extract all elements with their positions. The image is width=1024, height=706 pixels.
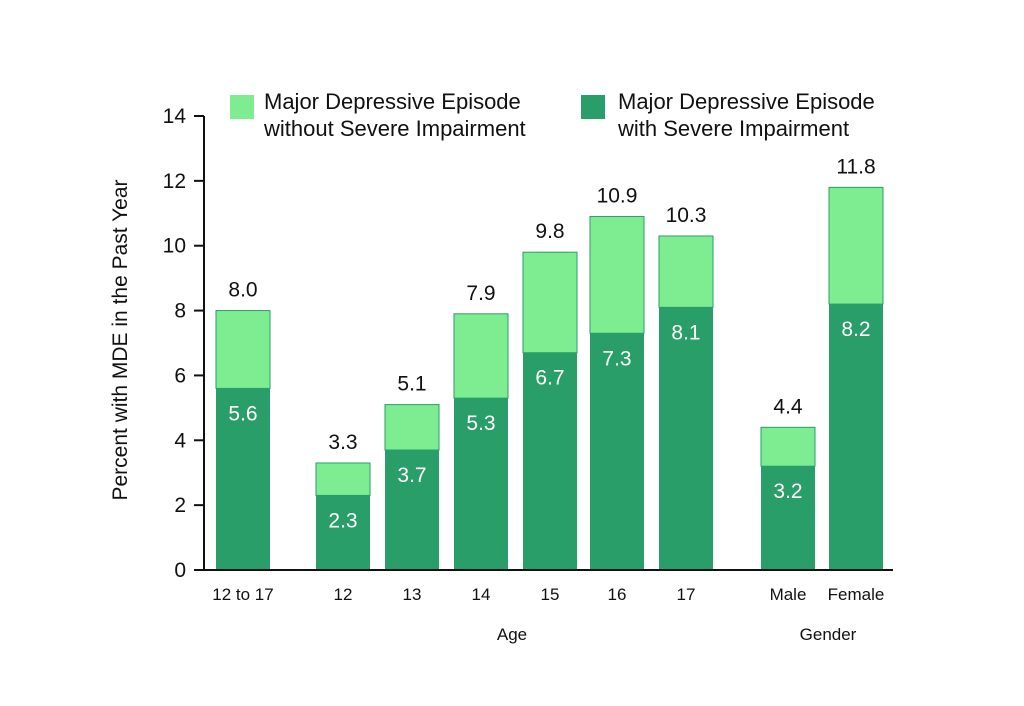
data-label-total: 11.8 bbox=[836, 155, 875, 178]
y-tick-label: 10 bbox=[163, 235, 186, 258]
data-label-severe: 8.1 bbox=[671, 321, 700, 344]
bar-with-severe-impairment bbox=[385, 450, 439, 570]
x-tick-label: 13 bbox=[403, 585, 422, 604]
y-tick-label: 2 bbox=[174, 494, 186, 517]
bar-without-severe-impairment bbox=[589, 216, 645, 334]
legend-label: with Severe Impairment bbox=[617, 116, 849, 141]
y-tick-label: 0 bbox=[174, 559, 186, 582]
x-tick-label: 17 bbox=[677, 585, 696, 604]
data-label-total: 10.3 bbox=[666, 204, 707, 227]
x-group-label: Gender bbox=[800, 625, 857, 644]
bar-without-severe-impairment bbox=[215, 310, 271, 389]
bar-with-severe-impairment bbox=[216, 388, 270, 570]
legend-label: without Severe Impairment bbox=[263, 116, 526, 141]
data-label-total: 4.4 bbox=[773, 395, 803, 418]
y-tick-label: 8 bbox=[174, 300, 186, 323]
bar-without-severe-impairment bbox=[828, 186, 884, 305]
data-label-total: 5.1 bbox=[397, 373, 426, 396]
x-tick-label: 14 bbox=[472, 585, 491, 604]
bar-without-severe-impairment bbox=[658, 235, 714, 308]
x-tick-label: 16 bbox=[608, 585, 627, 604]
y-axis-label: Percent with MDE in the Past Year bbox=[109, 179, 132, 500]
data-label-severe: 3.2 bbox=[773, 480, 802, 503]
y-tick-label: 4 bbox=[174, 429, 186, 452]
data-label-total: 10.9 bbox=[597, 185, 638, 208]
bar-without-severe-impairment bbox=[522, 251, 578, 354]
data-label-severe: 5.3 bbox=[466, 412, 495, 435]
y-tick-label: 14 bbox=[163, 105, 187, 128]
y-axis: 0 2 4 6 8 10 12 14 bbox=[163, 105, 205, 582]
y-tick-label: 6 bbox=[174, 364, 186, 387]
data-label-severe: 6.7 bbox=[535, 367, 564, 390]
y-tick-label: 12 bbox=[163, 170, 186, 193]
x-axis: 12 to 17 12 13 14 15 16 17 Male Female Age Gender bbox=[204, 569, 893, 644]
data-label-total: 3.3 bbox=[328, 431, 357, 454]
x-group-label: Age bbox=[497, 625, 527, 644]
bars bbox=[215, 186, 884, 570]
bar-without-severe-impairment bbox=[760, 426, 816, 467]
bar-without-severe-impairment bbox=[315, 462, 371, 496]
legend-swatch bbox=[581, 95, 605, 119]
x-tick-label: 12 bbox=[334, 585, 353, 604]
bar-with-severe-impairment bbox=[523, 352, 577, 570]
bar-with-severe-impairment bbox=[659, 307, 713, 570]
data-label-severe: 2.3 bbox=[328, 509, 357, 532]
x-tick-label: Female bbox=[828, 585, 885, 604]
data-label-total: 7.9 bbox=[466, 282, 495, 305]
legend-swatch bbox=[230, 95, 254, 119]
data-label-total: 8.0 bbox=[228, 279, 257, 302]
bar-with-severe-impairment bbox=[761, 466, 815, 570]
data-label-total: 9.8 bbox=[535, 220, 564, 243]
x-tick-label: 15 bbox=[541, 585, 560, 604]
bar-without-severe-impairment bbox=[453, 313, 509, 399]
bar-without-severe-impairment bbox=[384, 404, 440, 451]
bar-with-severe-impairment bbox=[454, 398, 508, 570]
data-label-severe: 7.3 bbox=[602, 347, 631, 370]
bar-with-severe-impairment bbox=[590, 333, 644, 570]
data-labels: 5.6 8.0 2.3 3.3 3.7 5.1 5.3 7.9 6.7 9.8 7.3 10.9 8.1… bbox=[228, 155, 875, 532]
data-label-severe: 5.6 bbox=[228, 402, 257, 425]
x-tick-label: Male bbox=[770, 585, 807, 604]
data-label-severe: 3.7 bbox=[397, 464, 426, 487]
legend-label: Major Depressive Episode bbox=[618, 89, 875, 114]
data-label-severe: 8.2 bbox=[841, 318, 870, 341]
bar-with-severe-impairment bbox=[316, 495, 370, 570]
bar-with-severe-impairment bbox=[829, 304, 883, 570]
legend-label: Major Depressive Episode bbox=[264, 89, 521, 114]
x-tick-label: 12 to 17 bbox=[212, 585, 273, 604]
